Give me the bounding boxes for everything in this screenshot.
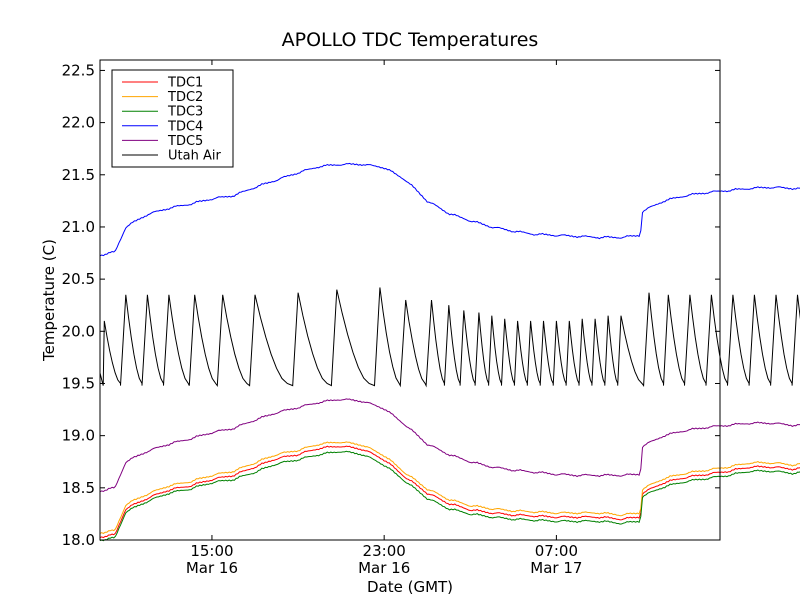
axes-layer: 18.0 18.5 19.0 19.5 20.0 20.5 21.0 21.5 22.0 22.5… [62,60,720,577]
x-tick-date-label: Mar 16 [358,559,410,577]
legend-label: TDC4 [167,119,203,134]
y-tick-label: 20.0 [62,322,95,340]
series-line-tdc4 [99,162,800,257]
series-line-tdc2 [99,441,800,534]
x-tick-time-label: 15:00 [190,542,233,560]
legend-box [111,69,234,168]
x-tick-time-label: 07:00 [535,542,578,560]
legend-label: TDC2 [167,90,203,105]
plot-frame [99,59,721,541]
legend-label: TDC1 [167,76,203,91]
series-line-tdc5 [99,398,800,493]
y-tick-label: 20.5 [62,270,95,288]
y-tick-label: 18.0 [62,531,95,549]
x-tick-date-label: Mar 16 [186,559,238,577]
legend-label: TDC5 [167,134,203,149]
y-tick-label: 22.5 [62,61,95,79]
legend-label: TDC3 [167,105,203,120]
y-tick-label: 19.0 [62,427,95,445]
y-tick-label: 21.5 [62,166,95,184]
y-tick-label: 18.5 [62,479,95,497]
series-line-utah-air [99,287,800,388]
series-line-tdc1 [99,445,800,539]
series-line-tdc3 [99,450,800,542]
y-tick-label: 21.0 [62,218,95,236]
series-layer [99,162,800,542]
x-tick-date-label: Mar 17 [530,559,582,577]
legend-label: Utah Air [168,149,221,164]
y-tick-label: 22.0 [62,114,95,132]
chart-title: APOLLO TDC Temperatures [282,29,539,51]
y-tick-label: 19.5 [62,374,95,392]
x-tick-time-label: 23:00 [363,542,406,560]
x-axis-label: Date (GMT) [367,578,453,596]
y-axis-label: Temperature (C) [40,239,58,362]
